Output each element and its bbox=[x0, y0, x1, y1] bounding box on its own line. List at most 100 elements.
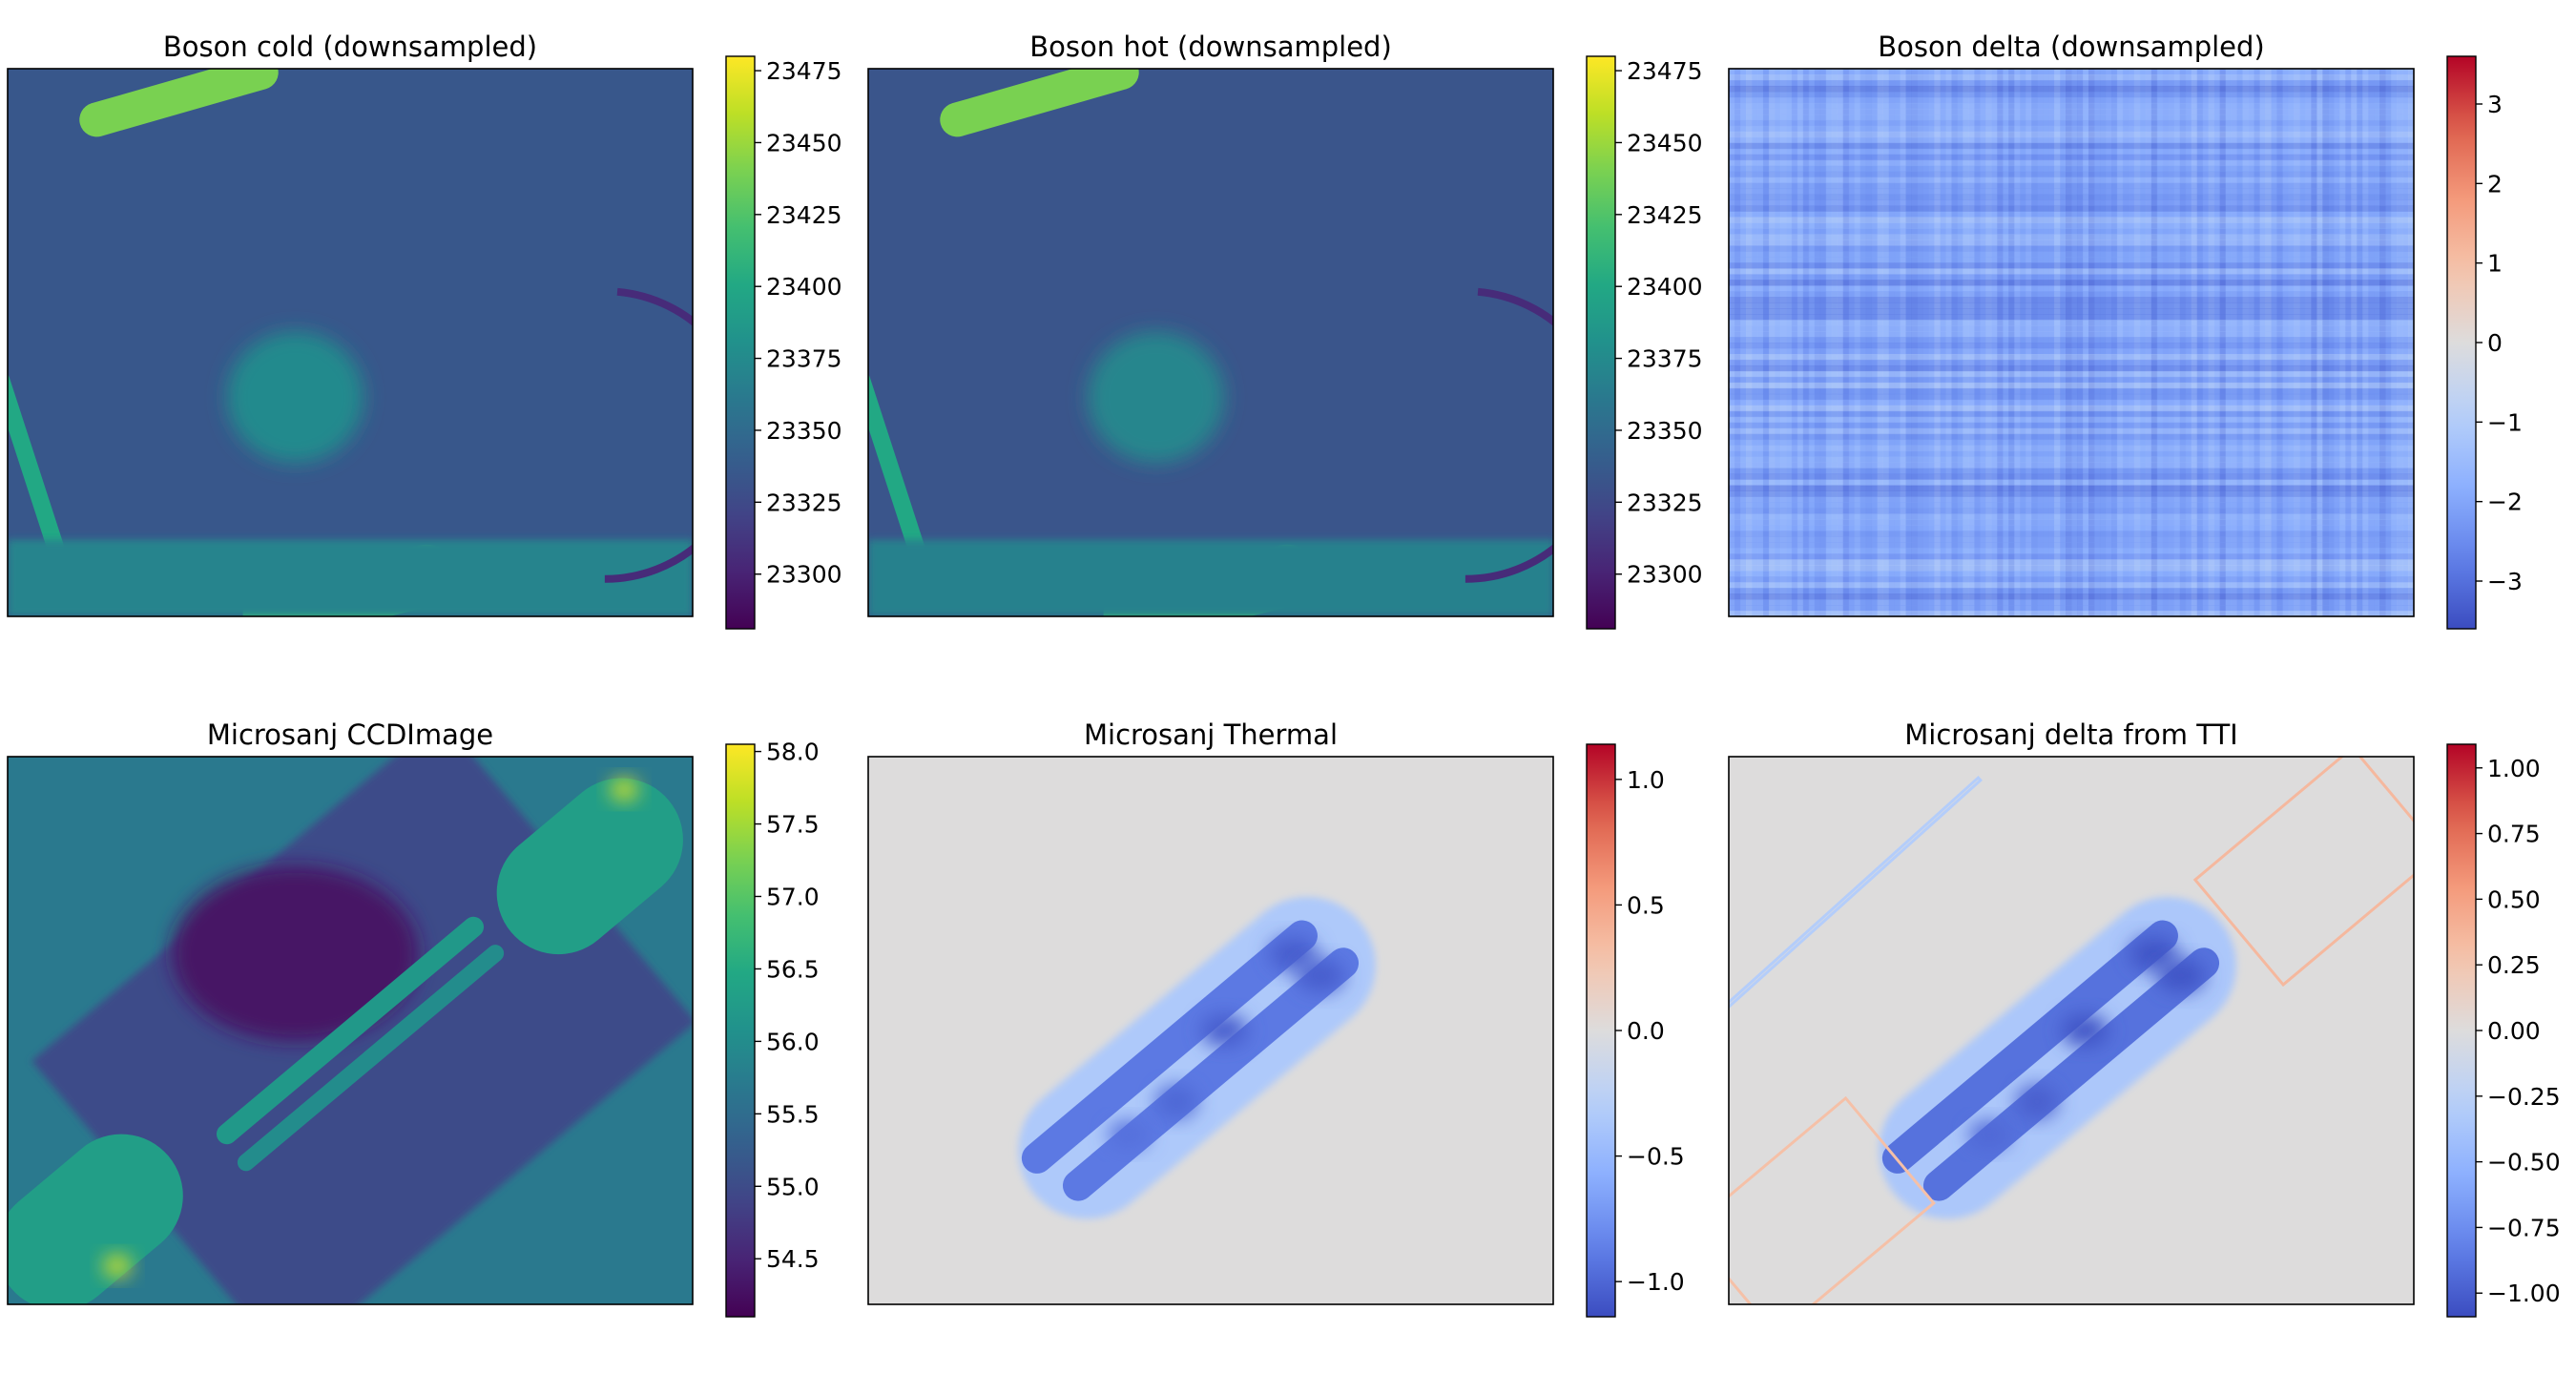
heatmap-feature-0-row bbox=[1729, 228, 2414, 235]
heatmap-feature-0-row bbox=[1729, 343, 2414, 349]
heatmap-feature-0-col bbox=[1802, 69, 1810, 616]
heatmap-feature-0-row bbox=[1729, 148, 2414, 156]
heatmap-feature-0-col bbox=[2208, 69, 2215, 616]
heatmap-feature-0-col bbox=[2316, 69, 2323, 616]
panel-2: Boson delta (downsampled) −3 −2 −1 0 1 2 3 bbox=[1728, 31, 2523, 630]
heatmap-feature-0-row bbox=[1729, 119, 2414, 127]
colorbar-tick-label: 55.0 bbox=[766, 1173, 820, 1200]
colorbar-tick-label: 23475 bbox=[1627, 57, 1703, 85]
heatmap-feature-0-col bbox=[1877, 69, 1884, 616]
heatmap-feature-0-row bbox=[1729, 359, 2414, 366]
heatmap-feature-0-col bbox=[1842, 69, 1850, 616]
heatmap-feature-0-col bbox=[2248, 69, 2254, 616]
heatmap-feature-4 bbox=[237, 945, 505, 1172]
heatmap-feature-0-row bbox=[1729, 473, 2414, 480]
colorbar-tick-label: 0.50 bbox=[2487, 885, 2541, 913]
axes-frame bbox=[1728, 756, 2415, 1305]
colorbar-tick-label: 23300 bbox=[766, 561, 842, 589]
heatmap-feature-0-col bbox=[1808, 69, 1816, 616]
heatmap-feature-0-col bbox=[2145, 69, 2152, 616]
heatmap-feature-0-row bbox=[1729, 177, 2414, 184]
colorbar-tick-label: 0 bbox=[2487, 329, 2503, 357]
heatmap-feature-2 bbox=[1021, 920, 1318, 1174]
colorbar-tick-label: −0.25 bbox=[2487, 1083, 2561, 1111]
heatmap-feature-0-col bbox=[1854, 69, 1861, 616]
heatmap-feature-4 bbox=[2129, 937, 2178, 970]
heatmap-feature-0-row bbox=[1729, 136, 2414, 144]
heatmap-feature-0-row bbox=[1729, 251, 2414, 258]
colorbar-tick-label: 57.5 bbox=[766, 811, 820, 839]
panels-layer: Boson cold (downsampled) 23300 23325 23350 2… bbox=[7, 31, 2561, 1318]
heatmap-feature-0-row bbox=[1729, 182, 2414, 190]
heatmap-feature-4 bbox=[8, 539, 693, 616]
heatmap-feature-0-col bbox=[1797, 69, 1804, 616]
heatmap-feature-0-col bbox=[2105, 69, 2112, 616]
panel-title: Boson cold (downsampled) bbox=[163, 31, 537, 63]
heatmap-feature-0-col bbox=[2242, 69, 2249, 616]
heatmap-feature-0-row bbox=[1729, 108, 2414, 115]
heatmap-feature-0 bbox=[868, 69, 1553, 616]
heatmap-feature-0-row bbox=[1729, 114, 2414, 121]
colorbar bbox=[2446, 55, 2477, 630]
heatmap-feature-0-col bbox=[2402, 69, 2409, 616]
heatmap-feature-0-col bbox=[1768, 69, 1776, 616]
heatmap-feature-0-row bbox=[1729, 593, 2414, 600]
heatmap-feature-0-col bbox=[1819, 69, 1827, 616]
heatmap-feature-0-col bbox=[2173, 69, 2181, 616]
heatmap-feature-3 bbox=[216, 916, 485, 1145]
heatmap-feature-0-col bbox=[2322, 69, 2329, 616]
heatmap-feature-0-row bbox=[1729, 171, 2414, 178]
heatmap-feature-0-row bbox=[1729, 376, 2414, 384]
heatmap-feature-0-col bbox=[1825, 69, 1833, 616]
heatmap-feature-0-row bbox=[1729, 382, 2414, 389]
heatmap-feature-6 bbox=[1465, 287, 1553, 583]
heatmap-feature-0-col bbox=[2299, 69, 2306, 616]
colorbar-tick-label: 23425 bbox=[766, 201, 842, 229]
colorbar bbox=[2446, 743, 2477, 1318]
heatmap-feature-0-row bbox=[1729, 245, 2414, 252]
heatmap-feature-0-col bbox=[1865, 69, 1873, 616]
heatmap-feature-0-col bbox=[1928, 69, 1935, 616]
heatmap-feature-0-col bbox=[2076, 69, 2084, 616]
heatmap-feature-0-col bbox=[2060, 69, 2067, 616]
heatmap-feature-0-col bbox=[2357, 69, 2363, 616]
heatmap-feature-0-row bbox=[1729, 280, 2414, 286]
heatmap-feature-5 bbox=[1296, 959, 1345, 992]
heatmap-feature-0-col bbox=[2334, 69, 2340, 616]
heatmap-image bbox=[868, 757, 1553, 1304]
heatmap-feature-0-col bbox=[2202, 69, 2210, 616]
heatmap-feature-0-row bbox=[1729, 525, 2414, 531]
heatmap-feature-0-col bbox=[1963, 69, 1969, 616]
heatmap-feature-0-col bbox=[1734, 69, 1741, 616]
colorbar-tick-label: 23300 bbox=[1627, 561, 1703, 589]
heatmap-feature-0-col bbox=[2025, 69, 2032, 616]
heatmap-feature-0-col bbox=[1911, 69, 1918, 616]
colorbar-tick-label: 23425 bbox=[1627, 201, 1703, 229]
heatmap-feature-0-col bbox=[2328, 69, 2335, 616]
heatmap-feature-0-col bbox=[2020, 69, 2026, 616]
heatmap-feature-0-col bbox=[1785, 69, 1793, 616]
heatmap-feature-8 bbox=[1968, 1120, 2010, 1149]
heatmap-feature-0-row bbox=[1729, 268, 2414, 275]
heatmap-feature-0-col bbox=[2003, 69, 2009, 616]
heatmap-feature-0-col bbox=[2408, 69, 2414, 616]
heatmap-feature-0-col bbox=[2043, 69, 2049, 616]
colorbar-tick-label: −0.50 bbox=[2487, 1149, 2561, 1176]
heatmap-feature-0-col bbox=[2397, 69, 2403, 616]
heatmap-feature-0-col bbox=[2362, 69, 2369, 616]
heatmap-feature-0-col bbox=[1922, 69, 1929, 616]
colorbar-tick-label: 55.5 bbox=[766, 1100, 820, 1128]
colorbar-tick-label: 56.5 bbox=[766, 955, 820, 983]
heatmap-feature-0-col bbox=[2225, 69, 2233, 616]
heatmap-feature-0-col bbox=[2265, 69, 2272, 616]
heatmap-feature-0-row bbox=[1729, 502, 2414, 509]
colorbar-tick-label: 3 bbox=[2487, 91, 2503, 118]
heatmap-feature-0-row bbox=[1729, 291, 2414, 298]
panel-title: Microsanj CCDImage bbox=[207, 718, 493, 751]
colorbar-tick-label: 56.0 bbox=[766, 1028, 820, 1055]
heatmap-feature-0-col bbox=[1951, 69, 1958, 616]
heatmap-feature-0-row bbox=[1729, 542, 2414, 549]
heatmap-feature-0-col bbox=[1751, 69, 1758, 616]
panel-5: Microsanj delta from TTI −1.00 −0.75 −0.50 −… bbox=[1728, 718, 2561, 1318]
